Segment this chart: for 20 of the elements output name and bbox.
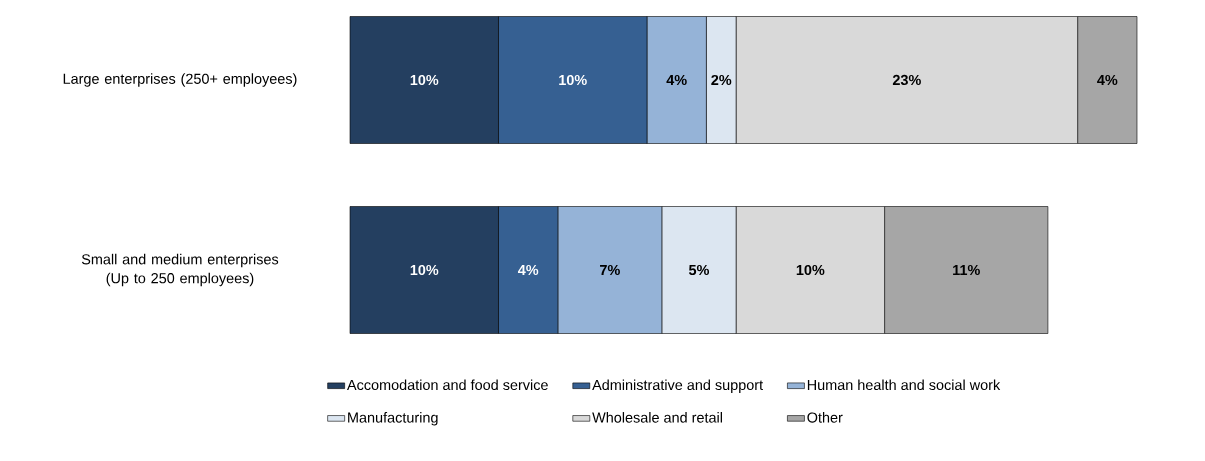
data-label: 4% bbox=[666, 74, 687, 86]
data-label: 23% bbox=[892, 74, 921, 86]
legend-label: Human health and social work bbox=[807, 379, 1001, 391]
data-label: 10% bbox=[796, 264, 825, 276]
data-label: 2% bbox=[711, 74, 732, 86]
data-label: 7% bbox=[600, 264, 620, 276]
data-label: 10% bbox=[410, 264, 439, 276]
legend-label: Wholesale and retail bbox=[592, 412, 722, 423]
data-label: 11% bbox=[953, 264, 980, 276]
data-label: 5% bbox=[688, 264, 710, 276]
legend-label: Accomodation and food service bbox=[346, 379, 548, 391]
legend-label: Manufacturing bbox=[348, 412, 438, 426]
data-label: 10% bbox=[559, 74, 587, 86]
legend-label: Other bbox=[807, 412, 843, 423]
data-label: 4% bbox=[1097, 74, 1118, 86]
data-label: 10% bbox=[410, 74, 439, 86]
legend-label: Administrative and support bbox=[592, 379, 763, 393]
data-label: 4% bbox=[517, 264, 539, 276]
y-tick-label: Large enterprises (250+ employees) bbox=[63, 73, 297, 87]
y-tick-label: Small and medium enterprises (Up to 250 employees) bbox=[81, 253, 279, 287]
